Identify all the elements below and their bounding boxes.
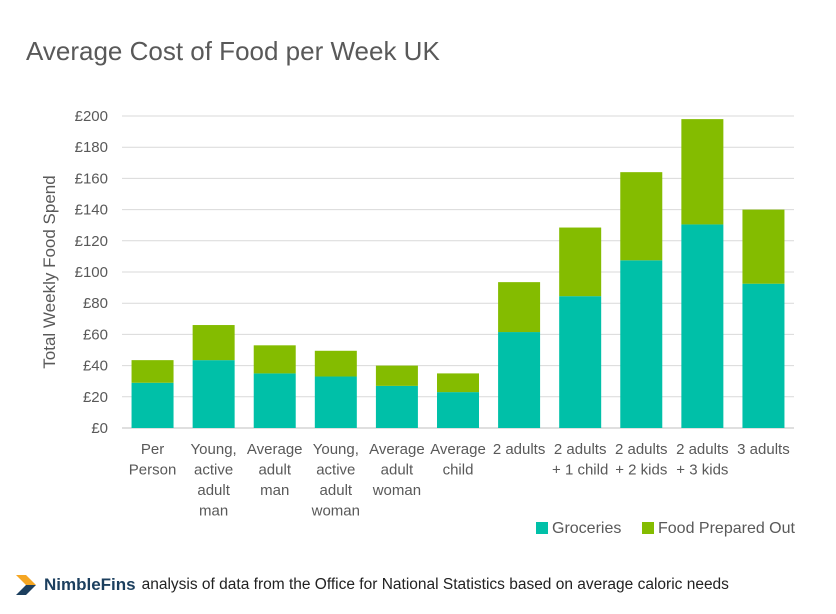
bar-groceries bbox=[620, 260, 663, 428]
legend-swatch-food-prepared-out bbox=[642, 522, 654, 534]
x-tick-label: Average adult woman bbox=[369, 441, 425, 499]
bar-groceries bbox=[314, 376, 357, 428]
x-tick-label: Young, active adult woman bbox=[311, 441, 360, 520]
bar-groceries bbox=[437, 392, 479, 428]
chevron-logo-icon bbox=[16, 575, 36, 595]
bar-food-prepared-out bbox=[314, 350, 357, 377]
bar-food-prepared-out bbox=[253, 345, 296, 374]
y-tick-label: £120 bbox=[75, 233, 108, 250]
x-tick-label: Young, active adult man bbox=[191, 441, 237, 520]
bar-groceries bbox=[559, 296, 602, 428]
x-tick-label: 2 adults + 3 kids bbox=[676, 441, 729, 479]
y-tick-label: £0 bbox=[91, 420, 108, 437]
bar-groceries bbox=[253, 373, 296, 428]
legend-label-groceries: Groceries bbox=[552, 520, 621, 537]
bar-food-prepared-out bbox=[681, 119, 724, 225]
nimblefins-logo: NimbleFins bbox=[14, 573, 136, 597]
legend-label-food-prepared-out: Food Prepared Out bbox=[658, 520, 796, 537]
bar-food-prepared-out bbox=[498, 282, 541, 333]
bar-groceries bbox=[498, 332, 541, 428]
x-tick-label: 2 adults bbox=[493, 441, 546, 458]
y-tick-label: £80 bbox=[83, 295, 108, 312]
bar-food-prepared-out bbox=[131, 360, 174, 383]
bar-food-prepared-out bbox=[437, 373, 479, 393]
bar-food-prepared-out bbox=[620, 172, 663, 261]
x-tick-label: Average adult man bbox=[247, 441, 303, 499]
y-tick-label: £100 bbox=[75, 264, 108, 281]
footer: NimbleFins analysis of data from the Off… bbox=[14, 570, 729, 600]
y-tick-label: £200 bbox=[75, 108, 108, 125]
x-tick-label: 2 adults + 2 kids bbox=[615, 441, 668, 479]
y-tick-label: £160 bbox=[75, 170, 108, 187]
bar-groceries bbox=[375, 385, 418, 428]
source-note: analysis of data from the Office for Nat… bbox=[141, 576, 729, 593]
y-tick-label: £20 bbox=[83, 389, 108, 406]
y-tick-label: £40 bbox=[83, 358, 108, 375]
chart-title: Average Cost of Food per Week UK bbox=[26, 36, 440, 66]
x-tick-label: 2 adults + 1 child bbox=[552, 441, 608, 479]
y-tick-label: £60 bbox=[83, 326, 108, 343]
brand-name: NimbleFins bbox=[44, 575, 136, 594]
x-tick-label: 3 adults bbox=[737, 441, 790, 458]
bar-groceries bbox=[192, 360, 235, 428]
x-tick-label: Per Person bbox=[129, 441, 177, 479]
y-tick-label: £140 bbox=[75, 202, 108, 219]
bar-groceries bbox=[681, 224, 724, 428]
bar-food-prepared-out bbox=[742, 209, 785, 284]
bar-groceries bbox=[742, 283, 785, 428]
bar-food-prepared-out bbox=[192, 325, 235, 361]
y-tick-label: £180 bbox=[75, 139, 108, 156]
bar-food-prepared-out bbox=[375, 365, 418, 386]
x-tick-label: Average child bbox=[430, 441, 486, 479]
bar-food-prepared-out bbox=[559, 227, 602, 297]
legend-swatch-groceries bbox=[536, 522, 548, 534]
y-axis-title: Total Weekly Food Spend bbox=[40, 175, 59, 368]
bar-groceries bbox=[131, 382, 174, 428]
